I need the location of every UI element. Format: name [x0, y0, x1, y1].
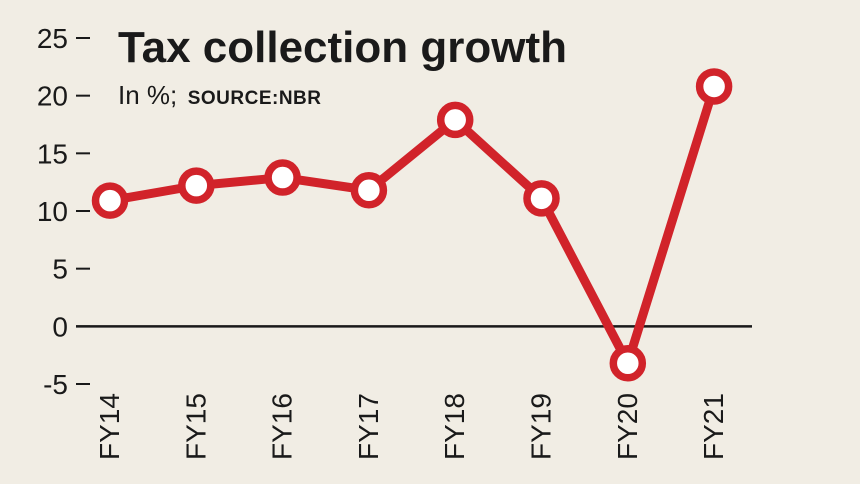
chart-subtitle: In %; SOURCE:NBR [118, 80, 321, 110]
y-tick-label: 10 [37, 196, 68, 227]
y-tick-label: 5 [52, 254, 68, 285]
data-point-fy21 [695, 68, 733, 105]
chart-title: Tax collection growth [118, 23, 567, 72]
data-point-fy17 [350, 171, 388, 209]
y-tick-label: 0 [52, 311, 68, 342]
data-points [91, 68, 733, 382]
y-axis: 25 20 15 10 5 0 -5 [37, 23, 90, 400]
x-tick-label: FY20 [612, 393, 643, 460]
y-tick-label: -5 [43, 369, 68, 400]
y-tick-label: 25 [37, 23, 68, 54]
x-tick-label: FY21 [698, 393, 729, 460]
subtitle-unit: In %; [118, 80, 177, 110]
data-point-fy14 [91, 182, 129, 219]
subtitle-source: SOURCE:NBR [188, 88, 322, 109]
data-point-fy19 [523, 180, 560, 217]
x-axis: FY14 FY15 FY16 FY17 FY18 FY19 FY20 FY21 [94, 393, 729, 460]
x-tick-label: FY17 [353, 393, 384, 460]
data-point-fy15 [178, 167, 215, 204]
data-point-fy16 [264, 159, 301, 196]
data-point-fy18 [436, 101, 474, 139]
data-point-fy20 [609, 344, 647, 382]
y-tick-label: 20 [37, 81, 68, 112]
x-tick-label: FY15 [180, 393, 211, 460]
x-tick-label: FY16 [267, 393, 298, 460]
x-tick-label: FY14 [94, 393, 125, 460]
y-tick-label: 15 [37, 138, 68, 169]
x-tick-label: FY19 [526, 393, 557, 460]
x-tick-label: FY18 [439, 393, 470, 460]
